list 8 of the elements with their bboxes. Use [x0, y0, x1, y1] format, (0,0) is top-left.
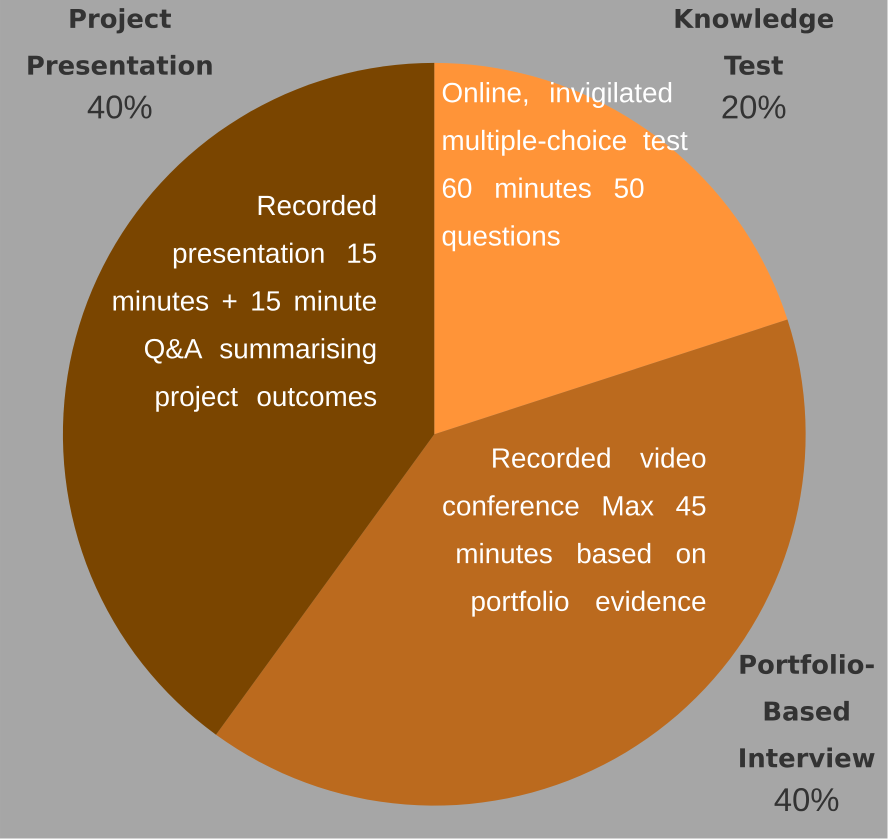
- slice-label: Knowledge Test: [676, 8, 834, 76]
- data-label: 20%: [722, 96, 786, 119]
- slice-label: Portfolio-Based Interview: [740, 654, 875, 768]
- text: Recorded presentation 15 minutes + 15 minute Q&A summarising project outcomes: [113, 195, 376, 412]
- slice-label: Project Presentation: [28, 8, 212, 76]
- text: Recorded video conference Max 45 minutes based on portfolio evidence: [443, 448, 706, 617]
- data-label: 40%: [88, 96, 152, 119]
- data-label: 40%: [774, 788, 838, 812]
